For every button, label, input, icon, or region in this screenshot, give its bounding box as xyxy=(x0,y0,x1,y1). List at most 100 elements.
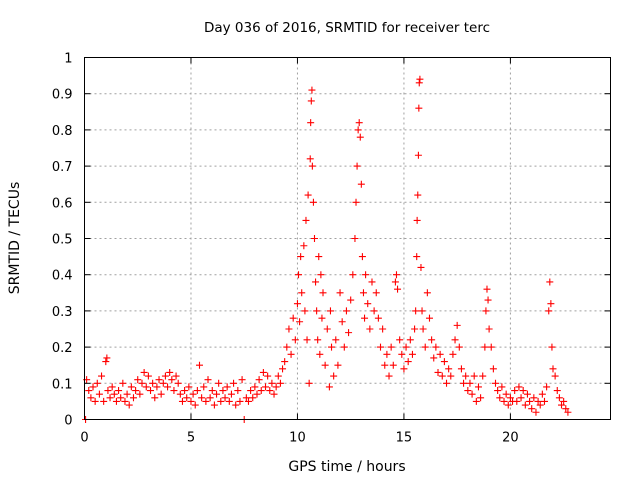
data-point xyxy=(466,379,474,387)
data-point xyxy=(264,372,272,380)
data-point xyxy=(238,376,246,384)
data-point xyxy=(553,387,561,395)
data-point xyxy=(414,191,422,199)
y-axis-label: SRMTID / TECUs xyxy=(7,182,23,295)
data-point xyxy=(383,350,391,358)
data-point xyxy=(416,75,424,83)
data-point xyxy=(406,336,414,344)
data-point xyxy=(221,394,229,402)
data-point xyxy=(408,350,416,358)
x-tick-label: 20 xyxy=(502,431,519,446)
data-point xyxy=(309,198,317,206)
data-point xyxy=(151,394,159,402)
data-point xyxy=(548,343,556,351)
data-point xyxy=(445,365,453,373)
y-tick-label: 0.7 xyxy=(52,160,73,175)
data-point xyxy=(358,253,366,261)
data-point xyxy=(340,343,348,351)
data-point xyxy=(489,365,497,373)
data-point xyxy=(168,376,176,384)
x-tick-label: 10 xyxy=(289,431,306,446)
data-point xyxy=(305,379,313,387)
data-point xyxy=(178,397,186,405)
data-point xyxy=(483,285,491,293)
data-point xyxy=(504,401,512,409)
data-point xyxy=(102,358,110,366)
data-point xyxy=(353,162,361,170)
data-point xyxy=(155,376,163,384)
data-point xyxy=(236,397,244,405)
data-point xyxy=(91,397,99,405)
data-point xyxy=(425,314,433,322)
x-tick-label: 0 xyxy=(80,431,88,446)
data-point xyxy=(234,387,242,395)
data-point xyxy=(321,361,329,369)
data-point xyxy=(161,372,169,380)
data-point xyxy=(187,397,195,405)
data-point xyxy=(307,119,315,127)
y-tick-label: 0.2 xyxy=(52,341,73,356)
data-point xyxy=(208,387,216,395)
data-point xyxy=(255,376,263,384)
data-point xyxy=(312,278,320,286)
data-point xyxy=(108,383,116,391)
data-point xyxy=(193,387,201,395)
data-point xyxy=(547,300,555,308)
data-point xyxy=(515,383,523,391)
data-point xyxy=(430,354,438,362)
data-point xyxy=(191,401,199,409)
data-point xyxy=(543,383,551,391)
data-point xyxy=(536,401,544,409)
data-point xyxy=(464,387,472,395)
data-point xyxy=(103,354,111,362)
data-point xyxy=(317,271,325,279)
data-point xyxy=(351,235,359,242)
data-point xyxy=(93,379,101,387)
data-point xyxy=(159,379,167,387)
data-point xyxy=(325,383,333,391)
data-point xyxy=(144,372,152,380)
data-point xyxy=(153,383,161,391)
data-point xyxy=(330,372,338,380)
data-point xyxy=(274,372,282,380)
data-point xyxy=(225,397,233,405)
y-tick-label: 0.3 xyxy=(52,305,73,320)
data-point xyxy=(372,289,380,297)
data-point xyxy=(136,390,144,398)
data-point xyxy=(121,397,129,405)
data-point xyxy=(528,405,536,413)
data-point xyxy=(484,296,492,304)
ticks-layer: 00.10.20.30.40.50.60.70.80.910 5 10 15 20 xyxy=(52,52,611,446)
data-point xyxy=(106,394,114,402)
data-point xyxy=(112,397,120,405)
data-point xyxy=(362,271,370,279)
data-point xyxy=(308,162,316,170)
data-point xyxy=(546,278,554,286)
data-point xyxy=(98,372,106,380)
data-point xyxy=(451,336,459,344)
data-point xyxy=(172,372,180,380)
data-point xyxy=(129,394,137,402)
data-point xyxy=(368,278,376,286)
chart-title: Day 036 of 2016, SRMTID for receiver ter… xyxy=(204,20,490,36)
data-point xyxy=(308,86,316,94)
data-point xyxy=(361,314,369,322)
data-point xyxy=(413,216,421,224)
data-point xyxy=(564,408,572,416)
data-point xyxy=(123,390,131,398)
data-point xyxy=(400,365,408,373)
y-tick-label: 0.9 xyxy=(52,88,73,103)
data-point xyxy=(436,350,444,358)
data-point xyxy=(110,390,118,398)
data-point xyxy=(549,365,557,373)
data-point xyxy=(283,343,291,351)
data-point xyxy=(206,394,214,402)
data-point xyxy=(279,365,287,373)
data-point xyxy=(306,155,314,163)
data-point xyxy=(242,394,250,402)
data-point xyxy=(482,307,490,315)
data-point xyxy=(359,289,367,297)
plot-frame xyxy=(84,57,611,420)
